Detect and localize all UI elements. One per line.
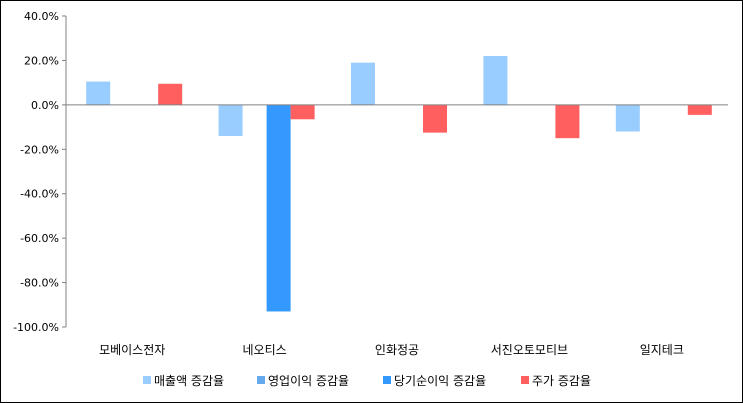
y-tick-label: -100.0% [13,321,59,334]
category-label: 일지테크 [640,343,684,357]
y-tick-label: -40.0% [20,188,59,201]
bar-1-3 [351,62,375,105]
category-label: 서진오토모티브 [491,343,568,357]
y-tick-label: -20.0% [20,143,59,156]
y-tick-label: -80.0% [20,277,59,290]
bar-1-4 [483,55,508,105]
legend-label: 매출액 증감율 [154,374,224,388]
legend-label: 주가 증감율 [532,374,591,388]
legend-swatch [257,376,265,384]
bar-1-1 [86,81,111,105]
bar-1-2 [218,104,243,136]
y-tick-label: 0.0% [31,99,59,112]
bar-1-5 [615,104,640,132]
legend-swatch [383,376,391,384]
legend-label: 당기순이익 증감율 [394,374,486,388]
y-tick-label: 40.0% [24,10,59,23]
category-label: 네오티스 [243,343,287,357]
bar-4-4 [555,104,580,139]
bar-4-5 [687,104,712,115]
y-tick-label: -60.0% [20,232,59,245]
legend-swatch [143,376,151,384]
bar-4-2 [290,104,315,120]
legend-label: 영업이익 증감율 [268,374,349,388]
bar-3-2 [266,104,291,312]
category-label: 인화정공 [375,343,419,357]
bar-4-3 [423,104,447,133]
bar-4-1 [158,83,183,105]
y-tick-label: 20.0% [24,54,59,67]
legend-swatch [521,376,529,384]
category-label: 모베이스전자 [99,343,165,357]
